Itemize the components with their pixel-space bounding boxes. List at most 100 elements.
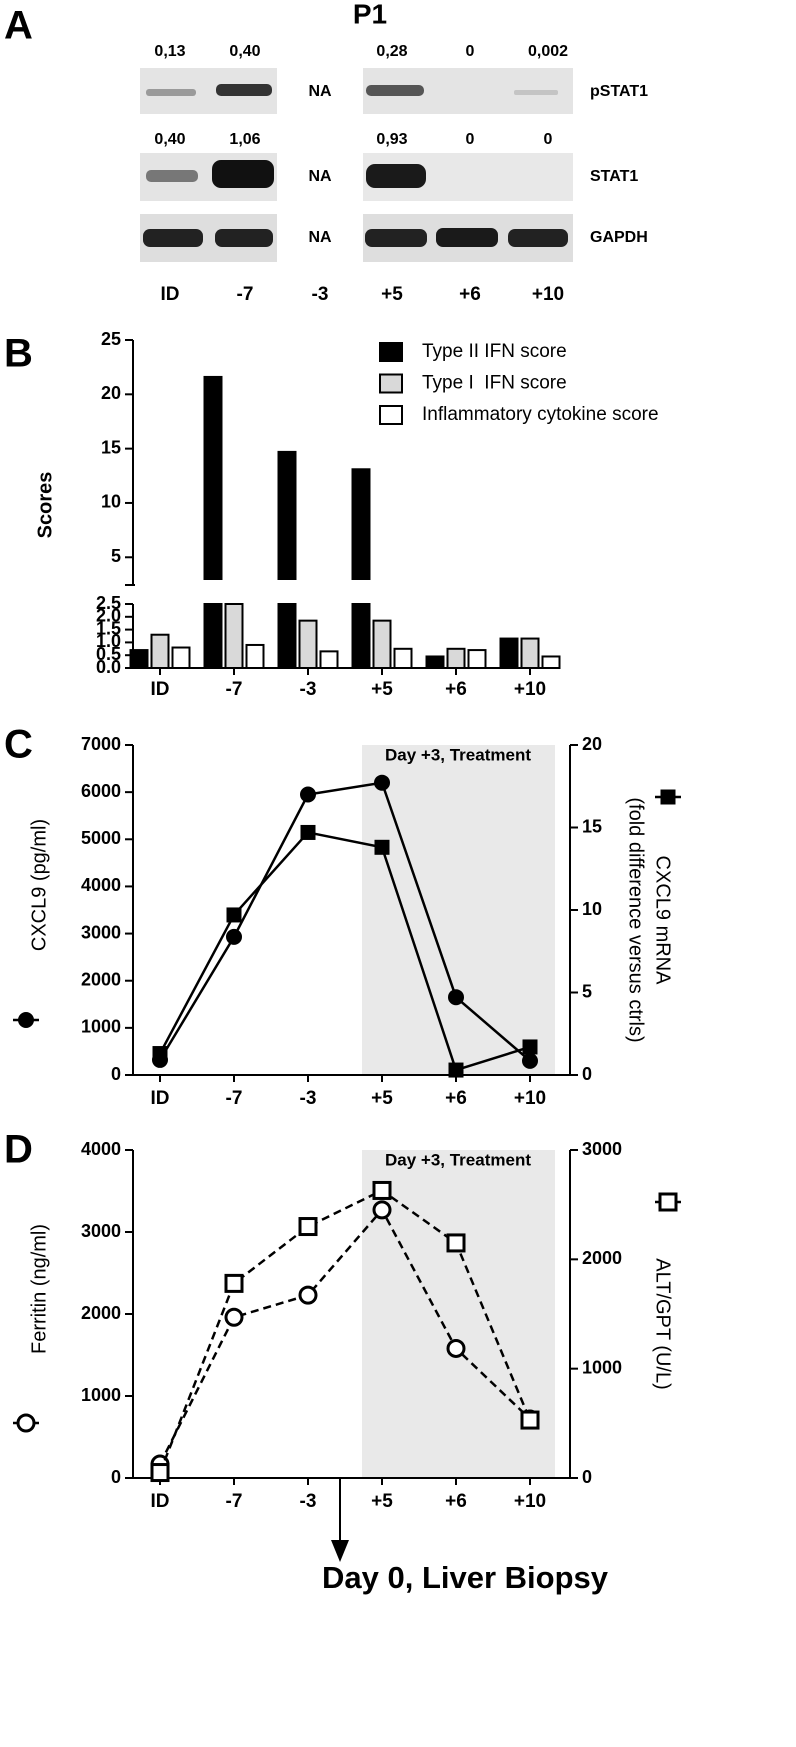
point	[298, 1285, 318, 1305]
y-tick-label: 0.0	[96, 657, 121, 677]
point	[522, 1039, 538, 1055]
point	[300, 786, 316, 803]
x-tick-label: -3	[300, 1088, 317, 1109]
bar	[150, 633, 170, 669]
line	[158, 831, 531, 1072]
bar	[541, 655, 561, 669]
bar	[277, 603, 297, 669]
panel-letter: B	[4, 332, 33, 376]
lane-label: -7	[237, 284, 254, 305]
lane-label: +6	[459, 284, 481, 305]
legend-label: Inflammatory cytokine score	[422, 404, 659, 425]
y2-axis-title: ALT/GPT (U/L)	[652, 1258, 674, 1390]
point	[446, 1338, 466, 1358]
y2-tick-label: 3000	[582, 1139, 622, 1159]
quantification: 0	[466, 131, 475, 148]
lane-label: +10	[532, 284, 564, 305]
quantification: 0,40	[229, 43, 260, 60]
protein-label: GAPDH	[590, 229, 648, 246]
bar	[203, 603, 223, 669]
point	[446, 1233, 466, 1253]
lane-label: +5	[381, 284, 403, 305]
bar	[245, 643, 265, 670]
point	[448, 989, 464, 1006]
y2-tick-label: 15	[582, 816, 602, 836]
y-tick-label: 1000	[81, 1017, 121, 1037]
legend-key	[660, 789, 676, 805]
y-tick-label: 0.5	[96, 644, 121, 664]
legend-key	[18, 1012, 34, 1028]
x-tick-label: ID	[151, 1088, 170, 1109]
y2-tick-label: 5	[582, 981, 592, 1001]
legend-label: Type I IFN score	[422, 373, 567, 394]
point	[372, 1180, 392, 1200]
legend-key	[658, 1192, 678, 1212]
point	[226, 928, 242, 945]
y-tick-label: 10	[101, 492, 121, 512]
y-tick-label: 3000	[81, 1221, 121, 1241]
annotation: Day +3, Treatment	[385, 745, 531, 764]
y-tick-label: 4000	[81, 1139, 121, 1159]
band	[216, 84, 272, 96]
x-tick-label: +5	[371, 679, 393, 700]
bar	[203, 375, 223, 580]
point	[448, 1062, 464, 1078]
panel-letter: C	[4, 723, 33, 767]
band	[212, 160, 274, 188]
y-tick-label: 2.0	[96, 606, 121, 626]
legend-swatch	[379, 342, 403, 362]
x-tick-label: +10	[514, 1088, 546, 1109]
y2-axis-title: (fold difference versus ctrls)	[625, 797, 647, 1042]
point	[374, 774, 390, 791]
point	[298, 1217, 318, 1237]
x-tick-label: -3	[300, 1491, 317, 1512]
panel-letter: A	[4, 4, 33, 48]
band	[366, 164, 426, 188]
y-tick-label: 1.5	[96, 618, 121, 638]
bar	[129, 649, 149, 670]
protein-label: STAT1	[590, 168, 638, 185]
band	[143, 229, 203, 247]
band	[146, 170, 198, 182]
y-axis-title: Ferritin (ng/ml)	[28, 1224, 50, 1354]
y-tick-label: 1000	[81, 1385, 121, 1405]
y-tick-label: 7000	[81, 734, 121, 754]
bar	[351, 468, 371, 581]
quantification: 0,93	[376, 131, 407, 148]
band	[514, 90, 558, 95]
panel-letter: D	[4, 1128, 33, 1172]
quantification: 0,40	[154, 131, 185, 148]
x-tick-label: -7	[226, 679, 243, 700]
bar	[393, 647, 413, 669]
y2-tick-label: 0	[582, 1064, 592, 1084]
y2-tick-label: 2000	[582, 1248, 622, 1268]
band	[215, 229, 273, 247]
x-tick-label: +6	[445, 679, 467, 700]
quantification: 1,06	[229, 131, 260, 148]
bar	[520, 637, 540, 669]
x-tick-label: -3	[300, 679, 317, 700]
band	[365, 229, 427, 247]
y-tick-label: 2000	[81, 1303, 121, 1323]
legend-swatch	[379, 373, 403, 394]
point	[224, 1307, 244, 1327]
annotation: Day +3, Treatment	[385, 1150, 531, 1169]
line	[158, 781, 531, 1062]
x-tick-label: +6	[445, 1491, 467, 1512]
protein-label: pSTAT1	[590, 83, 648, 100]
legend-label: Type II IFN score	[422, 341, 567, 362]
y2-tick-label: 10	[582, 899, 602, 919]
point	[152, 1046, 168, 1062]
bar	[171, 646, 191, 670]
point	[224, 1273, 244, 1293]
bar	[319, 650, 339, 669]
legend-key	[16, 1413, 36, 1433]
y-tick-label: 1.0	[96, 631, 121, 651]
lane-label: -3	[312, 284, 329, 305]
y2-axis-title: CXCL9 mRNA	[652, 856, 674, 986]
y-tick-label: 15	[101, 437, 121, 457]
point	[300, 824, 316, 840]
band	[508, 229, 568, 247]
y2-tick-label: 20	[582, 734, 602, 754]
